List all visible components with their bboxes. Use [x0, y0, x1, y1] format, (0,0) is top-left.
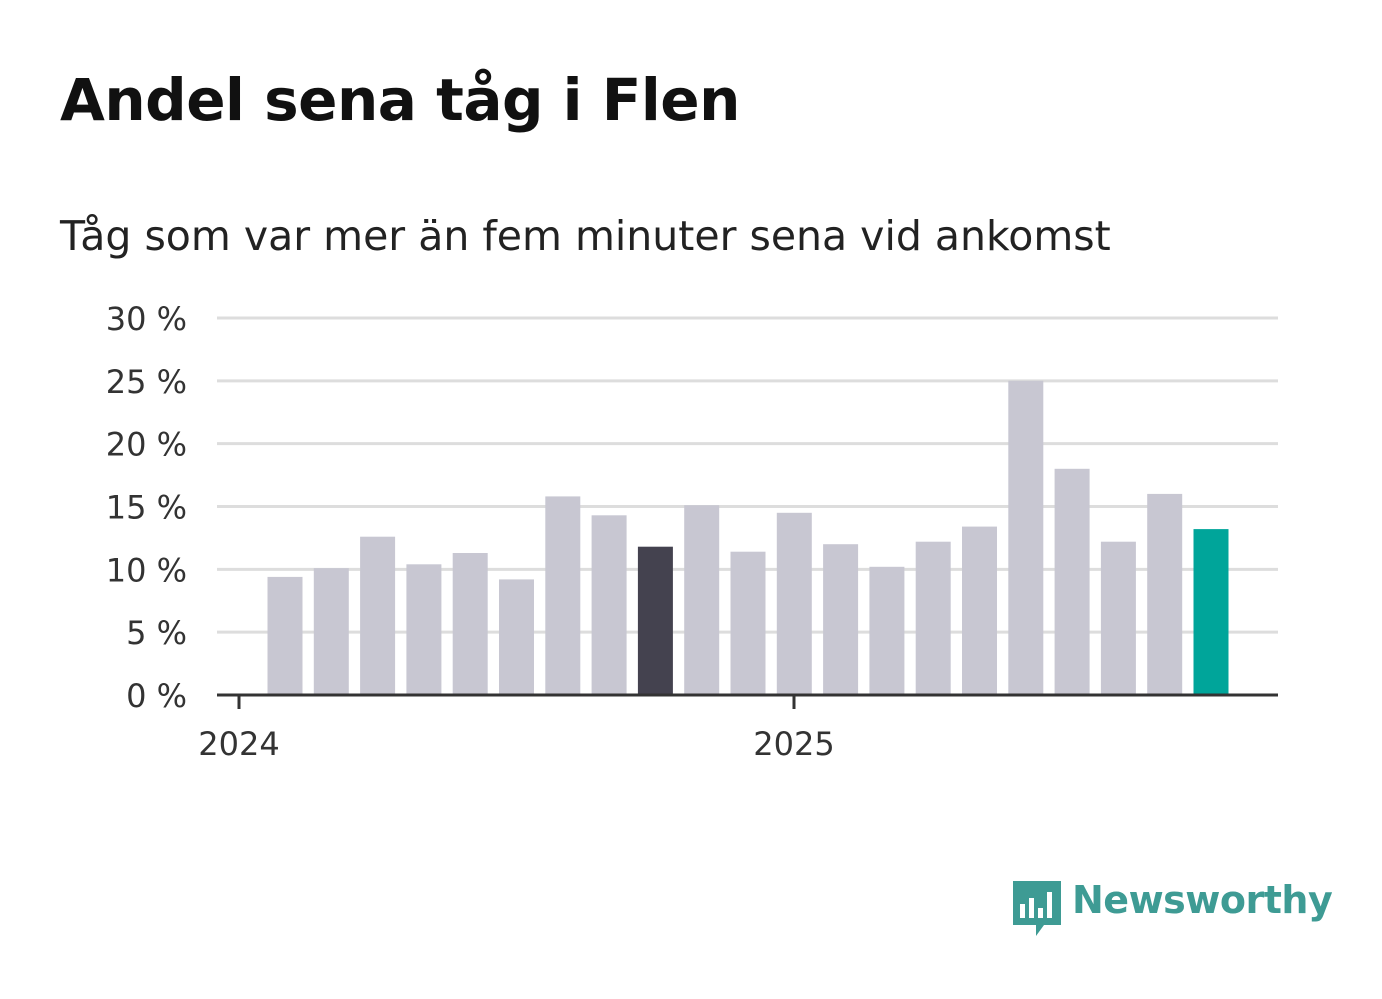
x-axis: 2024 2025 [198, 693, 1278, 763]
y-tick-label: 30 % [106, 300, 187, 338]
y-tick-label: 5 % [126, 614, 187, 652]
bar-2024-05 [452, 553, 488, 695]
bar-2025-04 [962, 526, 997, 695]
bar-2025-02 [869, 566, 905, 695]
x-tick-label: 2025 [753, 725, 834, 763]
y-axis-labels: 0 % 5 % 10 % 15 % 20 % 25 % 30 % [106, 300, 187, 715]
y-tick-label: 15 % [106, 489, 187, 527]
bar-2025-06 [1054, 468, 1090, 695]
bar-2025-01 [823, 544, 859, 695]
bar-2025-07 [1100, 541, 1136, 695]
bar-2024-01 [267, 576, 303, 695]
bar-2025-08 [1147, 493, 1183, 695]
chart-subtitle: Tåg som var mer än fem minuter sena vid … [60, 212, 1111, 260]
y-tick-label: 10 % [106, 551, 187, 589]
bar-2024-07 [545, 496, 581, 695]
chart-title: Andel sena tåg i Flen [60, 66, 740, 134]
bar-2024-11 [730, 551, 766, 695]
x-tick-label: 2024 [198, 725, 279, 763]
bar-2025-05 [1008, 380, 1044, 695]
y-tick-label: 20 % [106, 426, 187, 464]
y-tick-label: 0 % [126, 677, 187, 715]
bar-2024-09 [637, 546, 673, 695]
bar-2025-09 [1193, 529, 1229, 695]
bar-2024-02 [313, 568, 349, 695]
bar-2024-10 [684, 505, 720, 695]
bar-2024-03 [360, 536, 396, 695]
newsworthy-logo-text: Newsworthy [1072, 878, 1333, 922]
newsworthy-logo: Newsworthy [1010, 878, 1333, 942]
bar-2024-04 [406, 564, 442, 695]
bar-2025-03 [915, 541, 951, 695]
newsworthy-bar-icon [1013, 881, 1061, 936]
bar-2024-12 [776, 512, 812, 695]
bar-chart: 0 % 5 % 10 % 15 % 20 % 25 % 30 % 2024 2025 [106, 300, 1278, 763]
bar-2024-08 [591, 515, 627, 695]
y-tick-label: 25 % [106, 363, 187, 401]
bar-2024-06 [499, 579, 534, 695]
bars [267, 380, 1229, 695]
